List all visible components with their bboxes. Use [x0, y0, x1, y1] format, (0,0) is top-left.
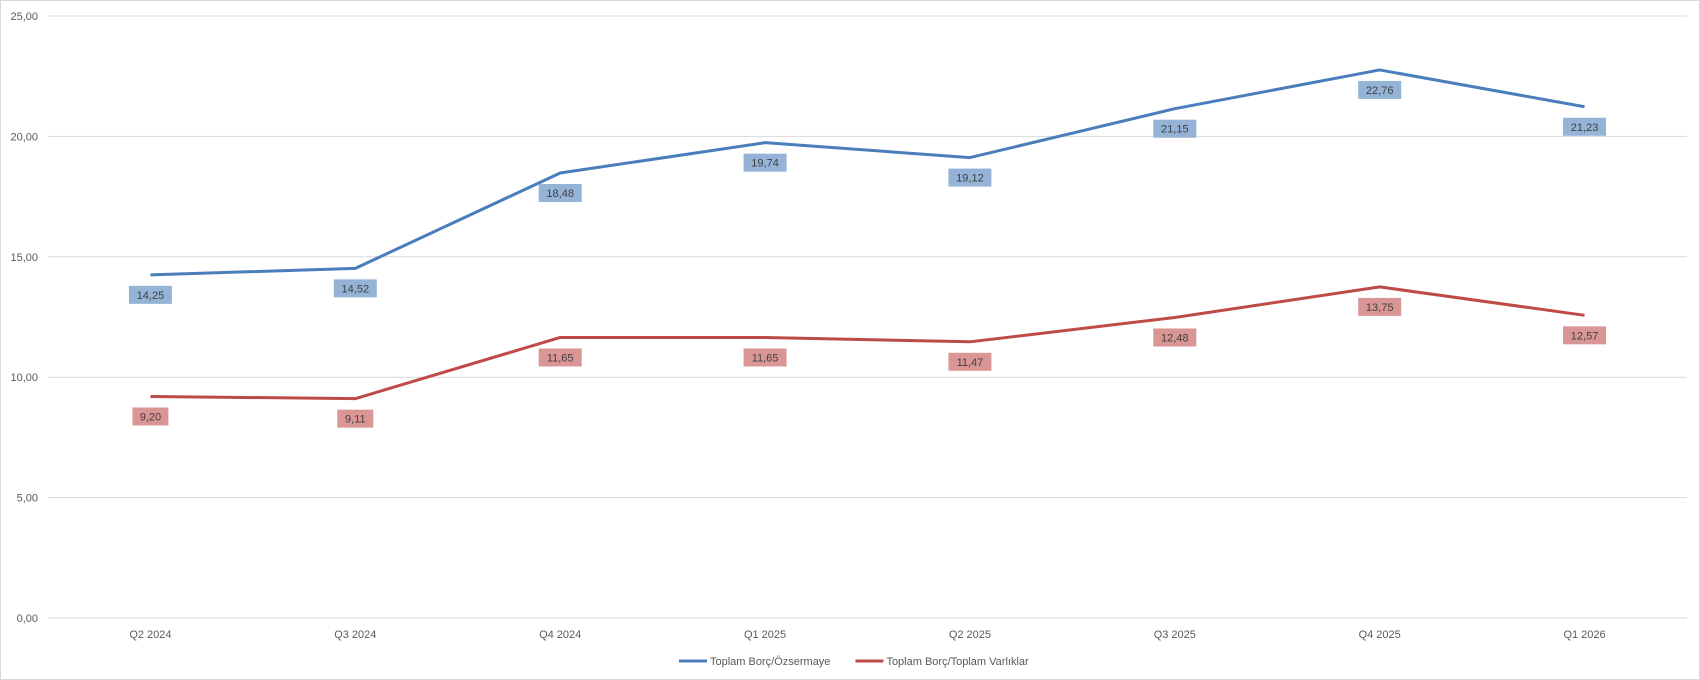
legend-label: Toplam Borç/Toplam Varlıklar — [886, 656, 1029, 668]
data-label: 21,15 — [1161, 124, 1189, 136]
data-label-box — [1563, 326, 1607, 345]
data-label-box — [1153, 328, 1197, 347]
data-label: 14,52 — [342, 283, 370, 295]
data-label-box — [1358, 80, 1402, 99]
y-tick-label: 10,00 — [10, 372, 38, 384]
data-label: 19,12 — [956, 173, 984, 185]
data-label-box — [1563, 117, 1607, 136]
data-label-box — [128, 285, 172, 304]
data-label: 22,76 — [1366, 85, 1394, 97]
x-tick-label: Q3 2024 — [334, 629, 376, 641]
data-label: 9,11 — [345, 414, 366, 426]
data-label-box — [132, 407, 169, 426]
data-label: 12,48 — [1161, 332, 1189, 344]
x-tick-label: Q4 2024 — [539, 629, 581, 641]
data-label: 11,47 — [957, 357, 984, 369]
data-label-box — [743, 348, 787, 367]
data-label-box — [538, 184, 582, 203]
legend-label: Toplam Borç/Özsermaye — [710, 656, 830, 668]
data-label: 21,23 — [1571, 122, 1599, 134]
data-label-box — [1153, 119, 1197, 138]
data-label-box — [538, 348, 582, 367]
data-label: 9,20 — [140, 411, 161, 423]
data-label-box — [337, 409, 374, 428]
series-line-0 — [150, 68, 1585, 277]
y-tick-label: 0,00 — [17, 613, 38, 625]
x-tick-label: Q3 2025 — [1154, 629, 1196, 641]
x-tick-label: Q4 2025 — [1359, 629, 1401, 641]
data-label: 11,65 — [752, 352, 779, 364]
x-tick-label: Q2 2025 — [949, 629, 991, 641]
x-tick-label: Q2 2024 — [129, 629, 171, 641]
data-label-box — [948, 168, 992, 187]
y-tick-label: 5,00 — [17, 493, 38, 505]
x-tick-label: Q1 2025 — [744, 629, 786, 641]
data-label-box — [1358, 297, 1402, 316]
y-tick-label: 15,00 — [10, 252, 38, 264]
data-label: 13,75 — [1366, 302, 1394, 314]
data-label: 12,57 — [1571, 330, 1599, 342]
data-label-box — [948, 352, 992, 371]
y-tick-label: 25,00 — [10, 11, 38, 23]
series-line-1 — [150, 285, 1585, 401]
y-tick-label: 20,00 — [10, 131, 38, 143]
data-label: 11,65 — [547, 352, 574, 364]
data-label: 18,48 — [546, 188, 574, 200]
data-label: 19,74 — [751, 158, 779, 170]
data-label-box — [333, 279, 377, 298]
data-label-box — [743, 153, 787, 172]
data-label: 14,25 — [137, 290, 165, 302]
x-tick-label: Q1 2026 — [1563, 629, 1605, 641]
